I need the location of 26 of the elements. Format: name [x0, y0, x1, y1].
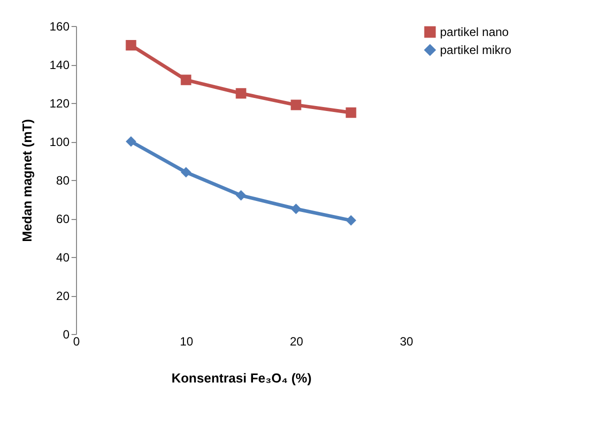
point: [180, 167, 192, 178]
y-tick-label: 100: [49, 135, 70, 149]
point: [236, 190, 246, 201]
point: [290, 204, 302, 214]
y-tick-label: 40: [56, 250, 70, 264]
y-axis-title: Medan magnet (mT): [19, 119, 34, 242]
point: [346, 215, 356, 226]
legend-label: partikel nano: [440, 25, 510, 39]
y-tick-label: 140: [49, 58, 70, 72]
point: [126, 136, 136, 147]
y-tick-label: 60: [56, 212, 70, 226]
point: [346, 107, 356, 118]
x-axis-title: Konsentrasi Fe₃O₄ (%): [171, 370, 312, 386]
y-tick-label: 120: [49, 96, 70, 110]
y-tick-label: 80: [56, 174, 70, 188]
x-tick-label: 0: [73, 334, 80, 348]
x-tick-label: 10: [180, 334, 194, 348]
point: [126, 40, 136, 50]
y-tick-label: 160: [49, 20, 70, 34]
point: [290, 100, 302, 110]
point: [236, 88, 246, 99]
x-tick-label: 20: [290, 334, 304, 348]
legend-label: partikel mikro: [440, 43, 512, 57]
point: [180, 74, 192, 86]
y-tick-label: 20: [56, 289, 70, 303]
x-tick-label: 30: [400, 334, 414, 348]
